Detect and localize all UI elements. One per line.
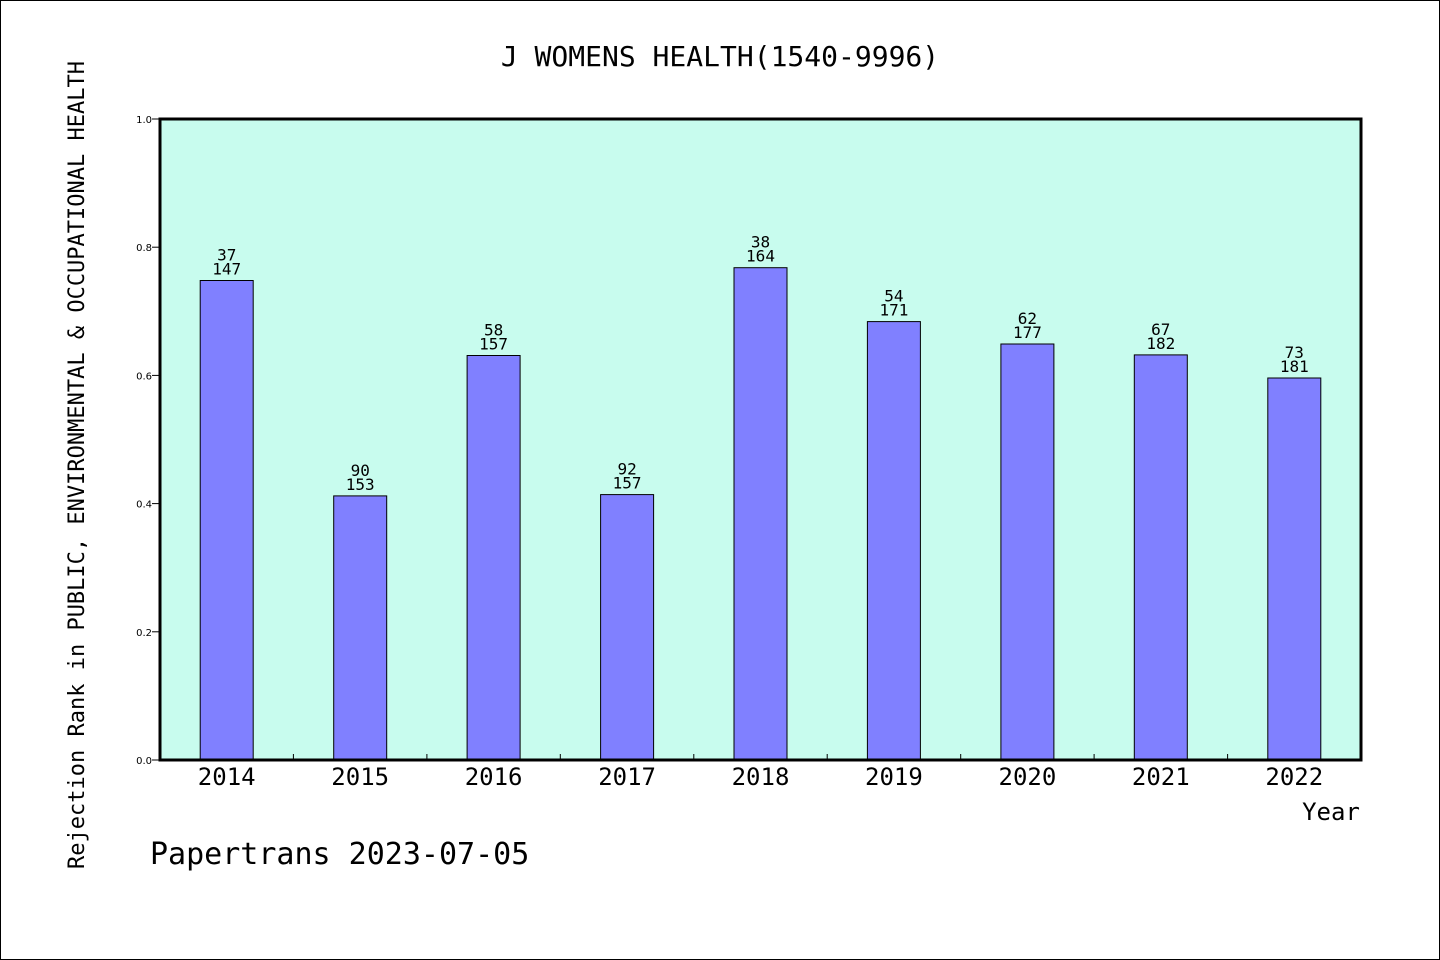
bars-layer (199, 267, 1322, 761)
bar-total-label: 171 (879, 301, 908, 320)
bar-2021 (1133, 354, 1188, 761)
bar-rank-label: 58 (484, 321, 503, 340)
footer-credit: Papertrans 2023-07-05 (150, 837, 529, 872)
bar-2019 (866, 321, 921, 761)
bar-total-label: 177 (1013, 323, 1042, 342)
bar-2018 (733, 267, 788, 761)
bar-2015 (333, 495, 388, 761)
y-axis-label: Rejection Rank in PUBLIC, ENVIRONMENTAL … (65, 61, 90, 869)
bar-total-label: 157 (479, 335, 508, 354)
plot-frame (158, 117, 1363, 762)
x-tick-label: 2020 (999, 763, 1057, 791)
x-tick-label: 2019 (865, 763, 923, 791)
y-tick-label: 0.8 (136, 243, 152, 254)
bar-rank-label: 54 (884, 287, 903, 306)
x-tick-label: 2014 (198, 763, 256, 791)
x-tick-label: 2021 (1132, 763, 1190, 791)
bar-rank-label: 62 (1018, 309, 1037, 328)
bar-2016 (466, 355, 521, 761)
bar-2020 (1000, 343, 1055, 761)
bar-rank-label: 73 (1285, 343, 1304, 362)
bar-rank-label: 37 (217, 246, 236, 265)
bar-total-label: 182 (1146, 334, 1175, 353)
y-tick-label: 0.0 (136, 756, 152, 767)
x-axis-label: Year (1302, 798, 1360, 826)
bar-rank-label: 90 (351, 461, 370, 480)
x-tick-label: 2016 (465, 763, 523, 791)
y-tick-label: 0.6 (136, 371, 152, 382)
bar-2022 (1267, 377, 1322, 761)
x-tick-label: 2017 (598, 763, 656, 791)
bar-2017 (600, 494, 655, 761)
y-tick-label: 0.2 (136, 628, 152, 639)
x-tick-label: 2018 (732, 763, 790, 791)
x-axis: 2014 2015 2016 2017 2018 2019 2020 2021 2022 (198, 754, 1323, 791)
y-tick-label: 0.4 (136, 500, 152, 511)
bar-rank-label: 38 (751, 233, 770, 252)
bar-total-label: 157 (613, 474, 642, 493)
y-tick-label: 1.0 (136, 115, 152, 126)
bar-rank-label: 67 (1151, 320, 1170, 339)
bar-total-label: 181 (1280, 357, 1309, 376)
bar-total-label: 147 (212, 260, 241, 279)
x-tick-label: 2022 (1265, 763, 1323, 791)
x-tick-label: 2015 (331, 763, 389, 791)
chart-title: J WOMENS HEALTH(1540-9996) (501, 40, 939, 73)
bar-total-label: 164 (746, 247, 775, 266)
bar-total-label: 153 (346, 475, 375, 494)
bar-2014 (199, 280, 254, 761)
bar-rank-label: 92 (617, 460, 636, 479)
y-axis: 0.0 0.2 0.4 0.6 0.8 1.0 (136, 115, 160, 767)
